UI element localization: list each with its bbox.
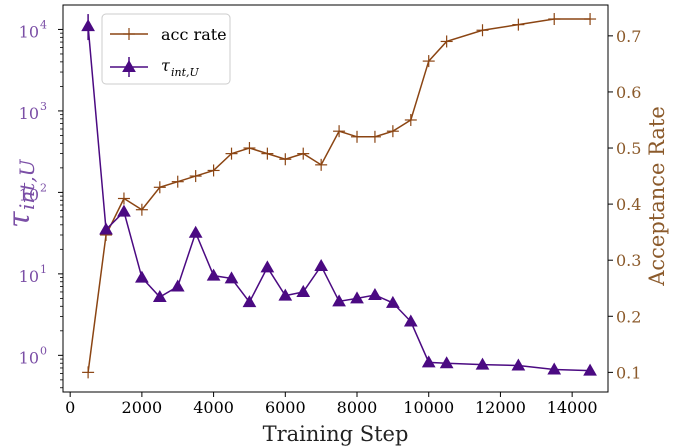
acc-rate-point bbox=[315, 158, 328, 171]
x-axis-title: Training Step bbox=[263, 422, 409, 446]
tau-point bbox=[350, 291, 364, 304]
acc-rate-point bbox=[351, 130, 364, 143]
tau-point bbox=[242, 295, 257, 308]
acc-rate-point bbox=[171, 175, 184, 188]
legend-item-acc-rate bbox=[110, 28, 148, 40]
left-axis-title-symbol: τ bbox=[2, 211, 37, 228]
left-tick-label: 10 bbox=[19, 104, 39, 123]
tau-point bbox=[386, 295, 400, 308]
acc-rate-point bbox=[422, 55, 435, 68]
tau-point bbox=[421, 355, 436, 368]
tau-point bbox=[368, 288, 382, 301]
left-tick-exponent: 3 bbox=[40, 100, 47, 113]
acc-rate-point bbox=[333, 125, 346, 138]
x-tick-label: 12000 bbox=[475, 398, 526, 417]
right-tick-label: 0.2 bbox=[616, 307, 641, 326]
tau-point bbox=[99, 222, 113, 235]
acc-rate-point bbox=[512, 18, 525, 31]
right-tick-label: 0.6 bbox=[616, 83, 641, 102]
acc-rate-point bbox=[225, 147, 238, 160]
acc-rate-point bbox=[584, 13, 597, 26]
tau-point bbox=[314, 258, 329, 271]
tau-point bbox=[403, 314, 418, 327]
acc-rate-point bbox=[135, 203, 148, 216]
acc-rate-point bbox=[243, 142, 256, 155]
left-tick-exponent: 1 bbox=[40, 263, 47, 276]
acc-rate-point bbox=[279, 153, 292, 166]
left-tick-label: 10 bbox=[19, 348, 39, 367]
tau-point bbox=[117, 204, 131, 217]
tau-point bbox=[152, 289, 167, 303]
acc-rate-point bbox=[476, 24, 489, 37]
tau-point bbox=[278, 288, 293, 301]
acc-rate-point bbox=[548, 13, 561, 26]
acc-rate-point bbox=[404, 113, 417, 126]
series-tau-int-u bbox=[81, 19, 597, 376]
legend-item-tau bbox=[110, 57, 148, 77]
series-acc-rate bbox=[82, 13, 597, 379]
acc-rate-point bbox=[261, 147, 274, 160]
x-tick-label: 14000 bbox=[547, 398, 598, 417]
x-tick-label: 8000 bbox=[337, 398, 378, 417]
acc-rate-point bbox=[153, 181, 166, 194]
tau-point bbox=[224, 271, 239, 284]
acc-rate-point bbox=[297, 147, 310, 160]
x-tick-label: 10000 bbox=[403, 398, 454, 417]
tau-point bbox=[547, 362, 562, 375]
x-tick-label: 6000 bbox=[265, 398, 306, 417]
tau-point bbox=[332, 294, 346, 307]
plot-frame bbox=[62, 4, 609, 393]
acc-rate-point bbox=[386, 125, 399, 138]
tau-point bbox=[583, 363, 597, 376]
right-tick-label: 0.4 bbox=[616, 195, 641, 214]
acc-rate-point bbox=[117, 192, 130, 205]
right-tick-label: 0.5 bbox=[616, 139, 641, 158]
right-tick-label: 0.7 bbox=[616, 27, 641, 46]
left-tick-exponent: 2 bbox=[40, 181, 47, 194]
tau-point bbox=[188, 225, 203, 238]
tau-point bbox=[475, 357, 490, 370]
right-tick-label: 0.1 bbox=[616, 363, 641, 382]
x-axis: 0 2000 4000 6000 8000 10000 12000 14000 bbox=[65, 392, 598, 417]
tau-point bbox=[296, 284, 311, 297]
left-axis-title: τ int,U bbox=[2, 158, 39, 228]
tau-point bbox=[439, 356, 454, 369]
left-tick-label: 10 bbox=[19, 185, 39, 204]
left-tick-label: 10 bbox=[19, 22, 39, 41]
left-tick-exponent: 0 bbox=[40, 344, 47, 357]
left-tick-exponent: 4 bbox=[40, 18, 47, 31]
acc-rate-point bbox=[368, 130, 381, 143]
legend: acc rate τ int,U bbox=[101, 13, 231, 85]
tau-point bbox=[511, 358, 526, 371]
right-tick-label: 0.3 bbox=[616, 251, 641, 270]
legend-label-tau-subscript: int,U bbox=[171, 66, 200, 79]
left-tick-label: 10 bbox=[19, 267, 39, 286]
legend-label-tau-symbol: τ bbox=[161, 56, 171, 75]
right-axis-title: Acceptance Rate bbox=[645, 106, 669, 287]
acc-rate-point bbox=[189, 170, 202, 183]
acc-rate-point bbox=[207, 164, 220, 177]
legend-label-acc-rate: acc rate bbox=[161, 25, 227, 44]
acc-rate-point bbox=[440, 35, 453, 48]
series-layer bbox=[81, 13, 597, 379]
tau-point bbox=[260, 260, 275, 273]
x-tick-label: 2000 bbox=[122, 398, 163, 417]
acc-rate-point bbox=[82, 366, 95, 379]
tau-point bbox=[206, 268, 221, 281]
tau-point bbox=[135, 270, 149, 283]
legend-marker-tau bbox=[122, 59, 136, 72]
tau-point bbox=[170, 279, 185, 292]
left-axis-title-subscript: int,U bbox=[15, 158, 39, 210]
right-y-axis: 0.1 0.2 0.3 0.4 0.5 0.6 0.7 bbox=[608, 27, 641, 382]
x-tick-label: 4000 bbox=[193, 398, 234, 417]
x-tick-label: 0 bbox=[65, 398, 75, 417]
